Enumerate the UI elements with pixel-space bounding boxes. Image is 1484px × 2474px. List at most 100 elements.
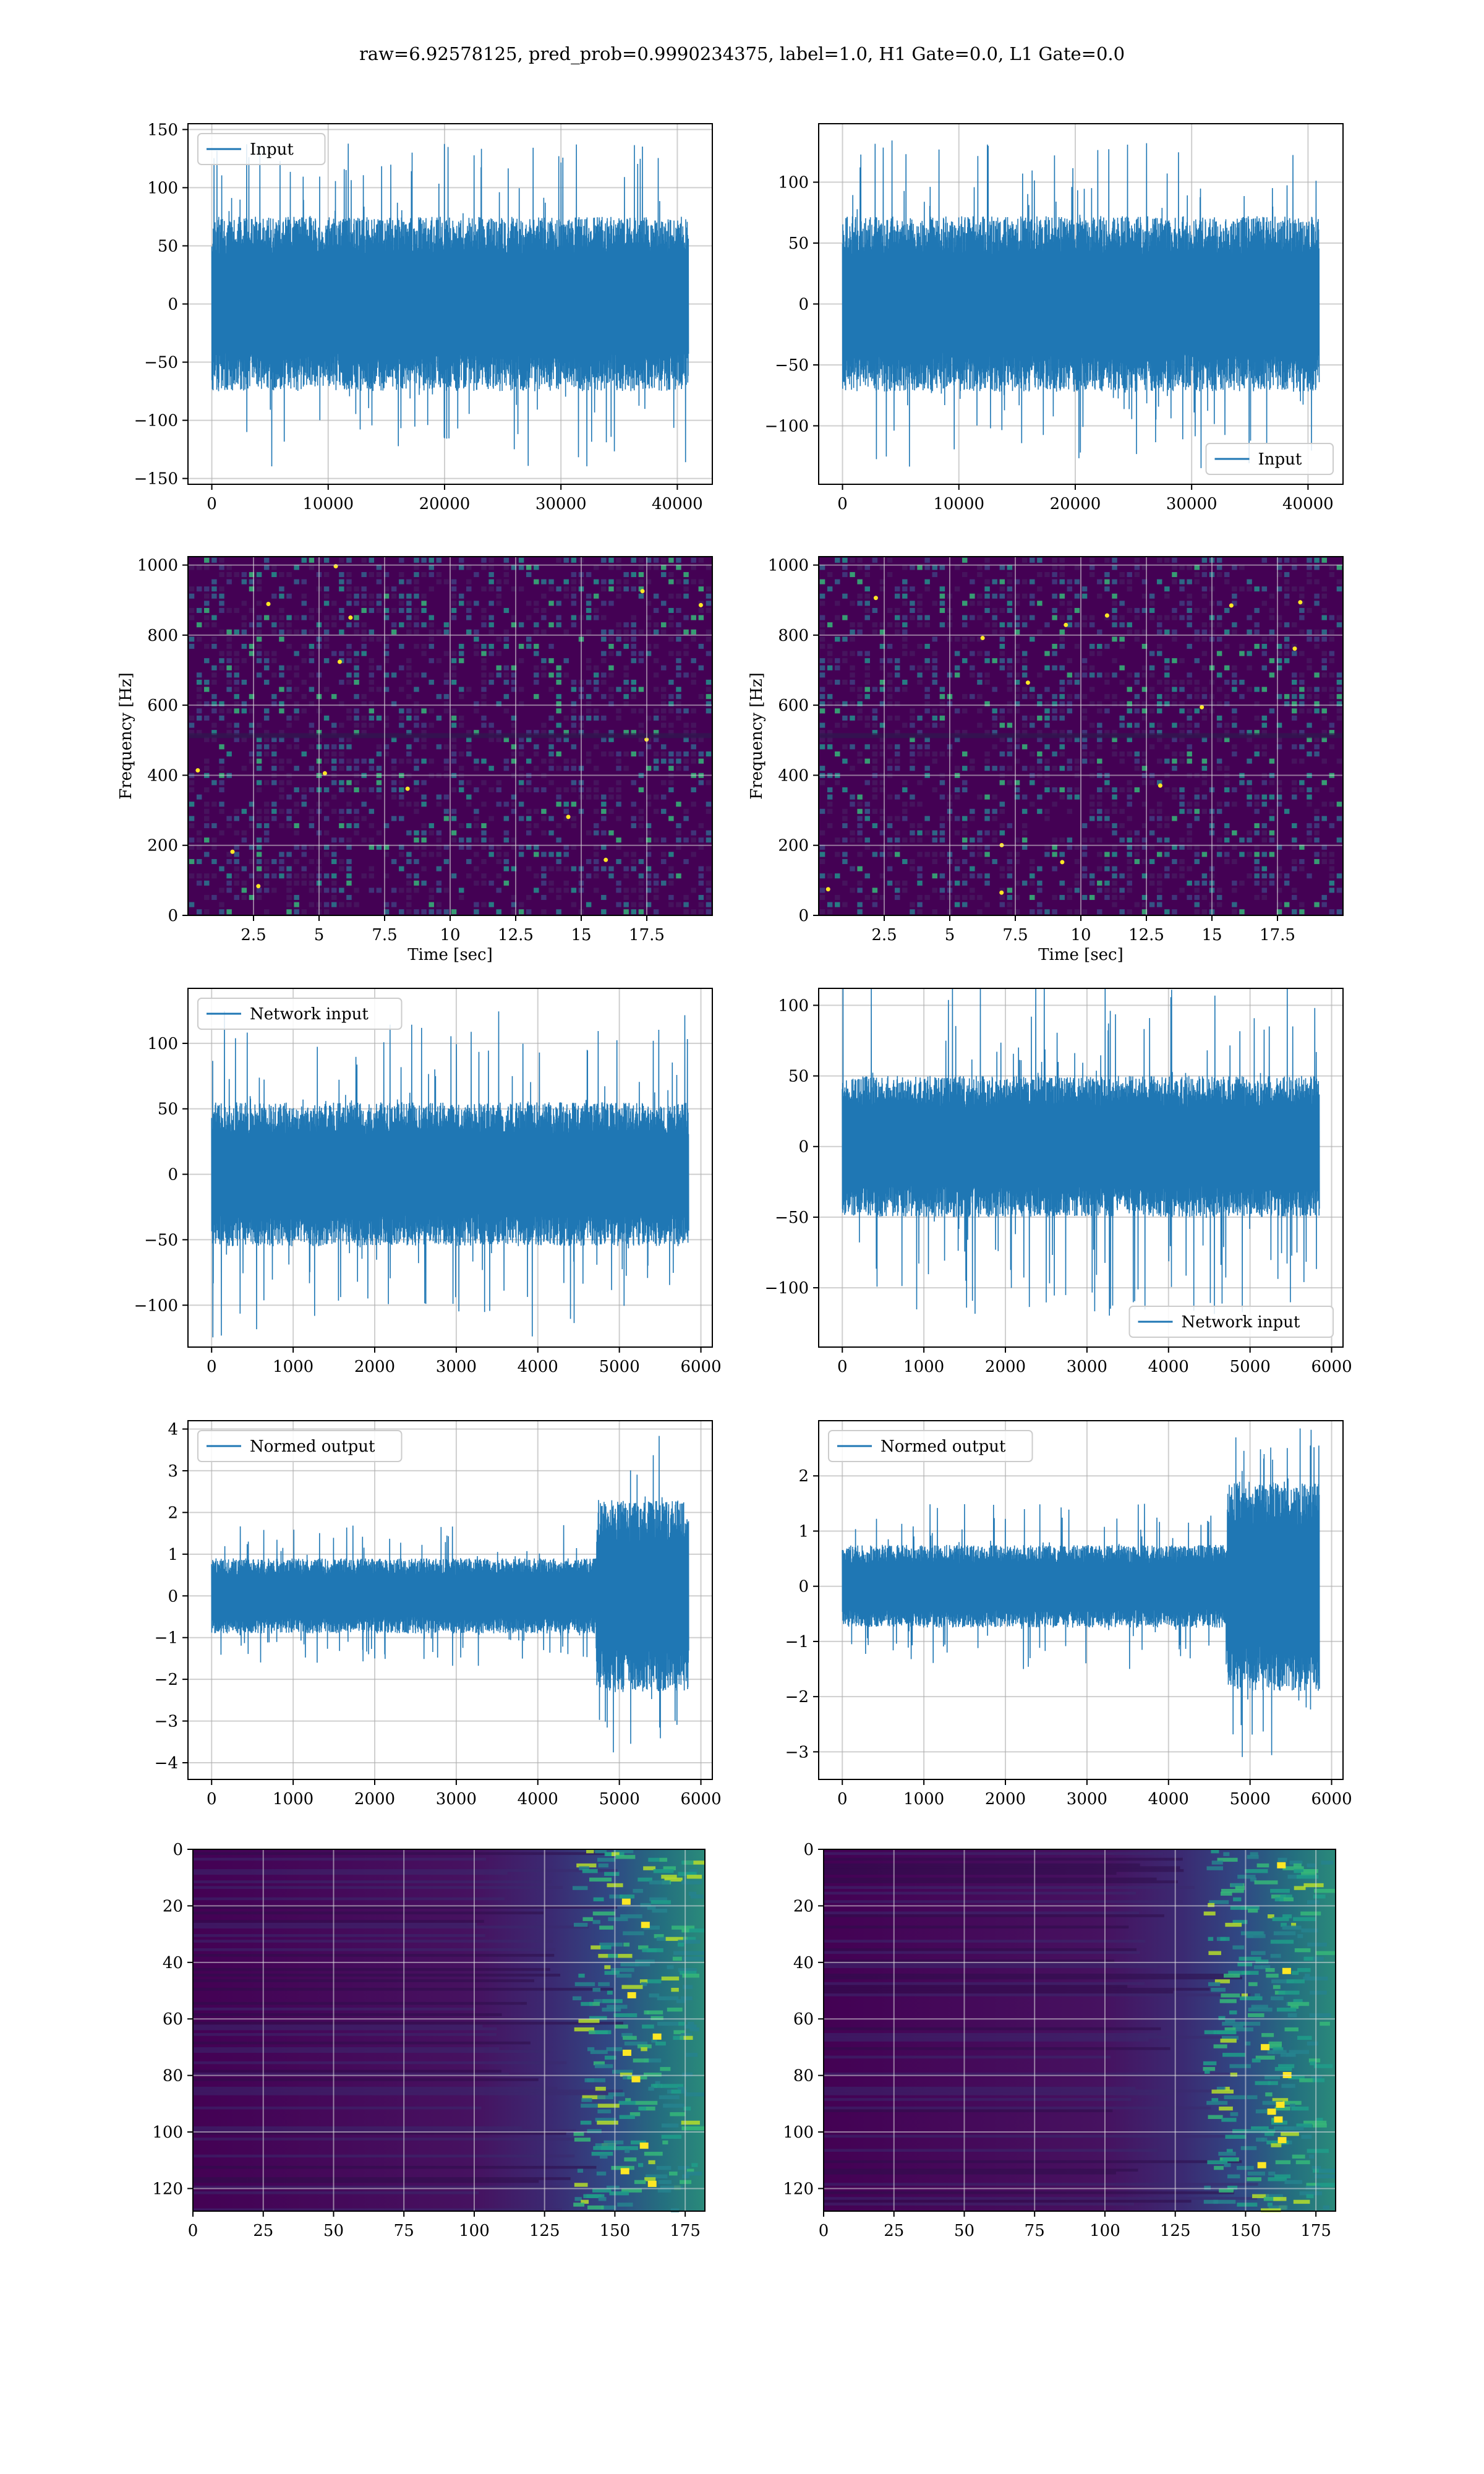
chart-input-l1: 0 10000 20000 30000 40000 −100 −50 0 50 100 Input bbox=[765, 123, 1344, 513]
x-tick-label: 0 bbox=[819, 2222, 829, 2240]
x-tick-label: 50 bbox=[954, 2222, 974, 2240]
x-tick-label: 6000 bbox=[680, 1790, 721, 1808]
x-tick-label: 1000 bbox=[903, 1790, 944, 1808]
x-tick-label: 4000 bbox=[518, 1790, 558, 1808]
x-tick-label: 25 bbox=[884, 2222, 904, 2240]
axes-frame bbox=[187, 123, 713, 485]
y-tick-label: 200 bbox=[147, 837, 178, 855]
series-line bbox=[211, 1436, 689, 1753]
y-tick-label: 200 bbox=[778, 837, 809, 855]
x-tick-label: 0 bbox=[207, 495, 217, 513]
y-tick-label: 1 bbox=[168, 1546, 178, 1564]
x-tick-label: 50 bbox=[323, 2222, 344, 2240]
y-tick-label: 2 bbox=[168, 1504, 178, 1522]
x-tick-label: 75 bbox=[394, 2222, 414, 2240]
y-axis-label: Frequency [Hz] bbox=[117, 672, 135, 800]
x-tick-label: 100 bbox=[459, 2222, 490, 2240]
x-axis-label: Time [sec] bbox=[1038, 946, 1124, 964]
y-tick-label: 0 bbox=[798, 1138, 809, 1157]
y-tick-label: 150 bbox=[147, 121, 178, 139]
x-tick-label: 10 bbox=[440, 926, 460, 944]
y-tick-label: 800 bbox=[147, 627, 178, 645]
y-axis-label: Frequency [Hz] bbox=[748, 672, 766, 800]
y-tick-label: 80 bbox=[793, 2067, 814, 2086]
y-tick-label: 120 bbox=[152, 2180, 183, 2198]
y-tick-label: 0 bbox=[168, 907, 178, 925]
y-tick-label: −1 bbox=[155, 1629, 178, 1648]
x-tick-label: 30000 bbox=[535, 495, 587, 513]
x-tick-label: 5 bbox=[314, 926, 325, 944]
heatmap-cells bbox=[188, 557, 712, 915]
y-tick-label: 1 bbox=[798, 1522, 809, 1541]
chart-input-h1: 0 10000 20000 30000 40000 −150 −100 −50 0 50 100 15… bbox=[134, 121, 713, 513]
axes-frame bbox=[818, 123, 1344, 485]
y-tick-label: 1000 bbox=[137, 557, 178, 575]
axes-frame bbox=[187, 988, 713, 1348]
x-tick-label: 15 bbox=[1201, 926, 1222, 944]
x-tick-label: 10000 bbox=[933, 495, 984, 513]
y-tick-label: 100 bbox=[147, 179, 178, 197]
x-tick-label: 3000 bbox=[1067, 1358, 1107, 1376]
chart-net-l1: 0 1000 2000 3000 4000 5000 6000 −100 −50 0 50 100 Ne… bbox=[765, 988, 1352, 1376]
x-tick-label: 12.5 bbox=[1128, 926, 1164, 944]
y-tick-label: 100 bbox=[778, 174, 809, 192]
legend-box bbox=[197, 133, 326, 165]
chart-out-h1: 0 1000 2000 3000 4000 5000 6000 −4 −3 −2 −1 0 1 2 3 4 No… bbox=[155, 1420, 722, 1808]
y-tick-label: 100 bbox=[783, 2123, 814, 2142]
x-tick-label: 5000 bbox=[1230, 1358, 1271, 1376]
y-tick-label: 40 bbox=[163, 1954, 183, 1972]
y-tick-label: 0 bbox=[798, 1578, 809, 1596]
x-tick-label: 40000 bbox=[652, 495, 703, 513]
chart-feat-h1: 0 25 50 75 100 125 150 175 0 20 40 60 80 100 120 bbox=[152, 1841, 706, 2240]
y-tick-label: −3 bbox=[155, 1713, 178, 1731]
x-tick-label: 3000 bbox=[436, 1790, 477, 1808]
x-tick-label: 1000 bbox=[903, 1358, 944, 1376]
y-tick-label: 800 bbox=[778, 627, 809, 645]
series-line bbox=[842, 988, 1320, 1316]
x-tick-label: 5000 bbox=[599, 1358, 640, 1376]
legend: Normed output bbox=[197, 1430, 403, 1462]
y-tick-label: 0 bbox=[803, 1841, 814, 1859]
y-tick-label: 60 bbox=[793, 2010, 814, 2029]
chart-spec-h1: 2.5 5 7.5 10 12.5 15 17.5 0 200 400 600 800 1000 Time… bbox=[117, 556, 713, 964]
x-tick-label: 6000 bbox=[680, 1358, 721, 1376]
y-tick-label: −100 bbox=[134, 412, 178, 430]
x-tick-label: 12.5 bbox=[498, 926, 534, 944]
y-tick-label: 100 bbox=[778, 996, 809, 1015]
legend-box bbox=[197, 1430, 403, 1462]
y-tick-label: 0 bbox=[798, 296, 809, 314]
y-tick-label: −150 bbox=[134, 470, 178, 489]
legend-label: Normed output bbox=[250, 1437, 375, 1456]
y-tick-label: 50 bbox=[158, 1100, 178, 1119]
x-tick-label: 5 bbox=[945, 926, 955, 944]
y-tick-label: 100 bbox=[147, 1035, 178, 1053]
y-tick-label: 0 bbox=[173, 1841, 183, 1859]
y-tick-label: −50 bbox=[144, 354, 178, 372]
legend-box bbox=[1128, 1306, 1334, 1338]
x-tick-label: 2000 bbox=[985, 1790, 1026, 1808]
legend-label: Normed output bbox=[881, 1437, 1006, 1456]
y-tick-label: 60 bbox=[163, 2010, 183, 2029]
x-tick-label: 100 bbox=[1090, 2222, 1120, 2240]
x-tick-label: 6000 bbox=[1311, 1790, 1352, 1808]
x-tick-label: 25 bbox=[253, 2222, 273, 2240]
x-tick-label: 3000 bbox=[1067, 1790, 1107, 1808]
axes-frame bbox=[818, 988, 1344, 1348]
y-tick-label: −50 bbox=[775, 356, 809, 375]
y-tick-label: −50 bbox=[775, 1209, 809, 1227]
y-tick-label: 50 bbox=[158, 237, 178, 255]
chart-out-l1: 0 1000 2000 3000 4000 5000 6000 −3 −2 −1 0 1 2 Normed… bbox=[785, 1420, 1352, 1808]
x-tick-label: 4000 bbox=[1148, 1790, 1189, 1808]
y-tick-label: 50 bbox=[788, 234, 809, 253]
x-tick-label: 0 bbox=[207, 1790, 217, 1808]
x-tick-label: 175 bbox=[1300, 2222, 1331, 2240]
x-tick-label: 10000 bbox=[302, 495, 354, 513]
axes-frame bbox=[818, 1420, 1344, 1780]
y-tick-label: 0 bbox=[798, 907, 809, 925]
axes-frame bbox=[823, 1849, 1336, 2212]
y-tick-label: 600 bbox=[147, 696, 178, 715]
x-tick-label: 20000 bbox=[419, 495, 471, 513]
y-tick-label: 4 bbox=[168, 1420, 178, 1439]
chart-net-h1: 0 1000 2000 3000 4000 5000 6000 −100 −50 0 50 100 Ne… bbox=[134, 988, 722, 1376]
